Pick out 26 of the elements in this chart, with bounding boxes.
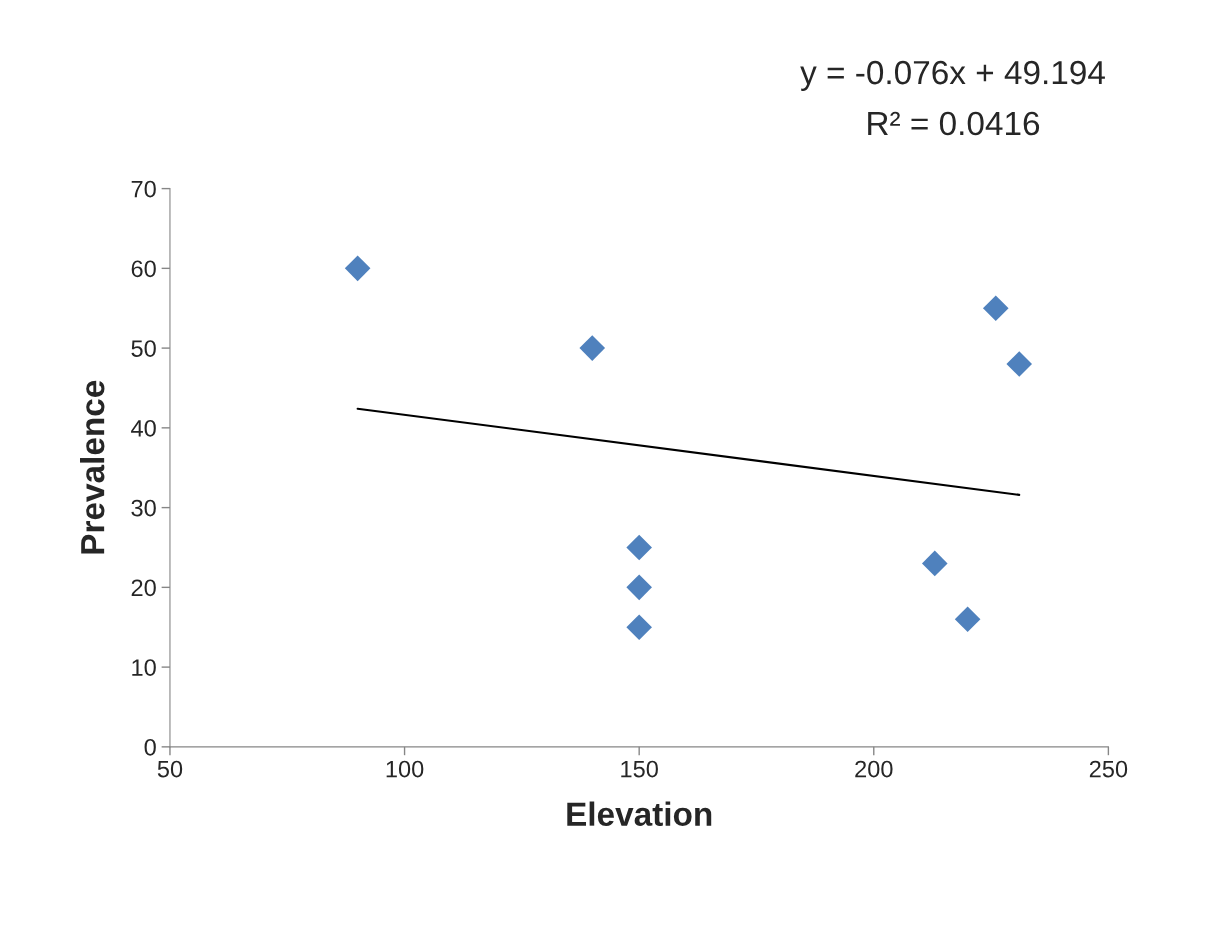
text: R² = 0.0416 xyxy=(868,111,1040,136)
x-tick-label: 150 xyxy=(621,760,658,778)
point xyxy=(626,534,652,561)
point xyxy=(982,295,1009,322)
y-tick-label: 40 xyxy=(131,419,156,437)
x-tick-label: 50 xyxy=(157,760,183,778)
y-tick-label: 0 xyxy=(144,738,156,756)
point xyxy=(921,550,948,577)
y-tick-label: 60 xyxy=(131,260,156,278)
text: y = -0.076x + 49.194 xyxy=(800,60,1105,91)
point xyxy=(1006,351,1033,377)
x-axis-title: Elevation xyxy=(567,801,712,826)
point xyxy=(579,335,606,361)
point xyxy=(954,606,981,633)
y-axis-title: Prevalence xyxy=(79,380,105,554)
y-tick-label: 20 xyxy=(131,579,156,597)
y-tick-label: 30 xyxy=(131,499,156,517)
x-tick-label: 100 xyxy=(386,760,424,778)
y-tick-label: 10 xyxy=(132,659,156,676)
point xyxy=(626,574,652,601)
point xyxy=(344,255,371,282)
y-tick-label: 50 xyxy=(131,340,156,357)
x-tick-label: 250 xyxy=(1089,760,1128,778)
x-tick-label: 200 xyxy=(855,760,893,778)
y-tick-label: 70 xyxy=(131,180,156,198)
point xyxy=(626,614,652,641)
